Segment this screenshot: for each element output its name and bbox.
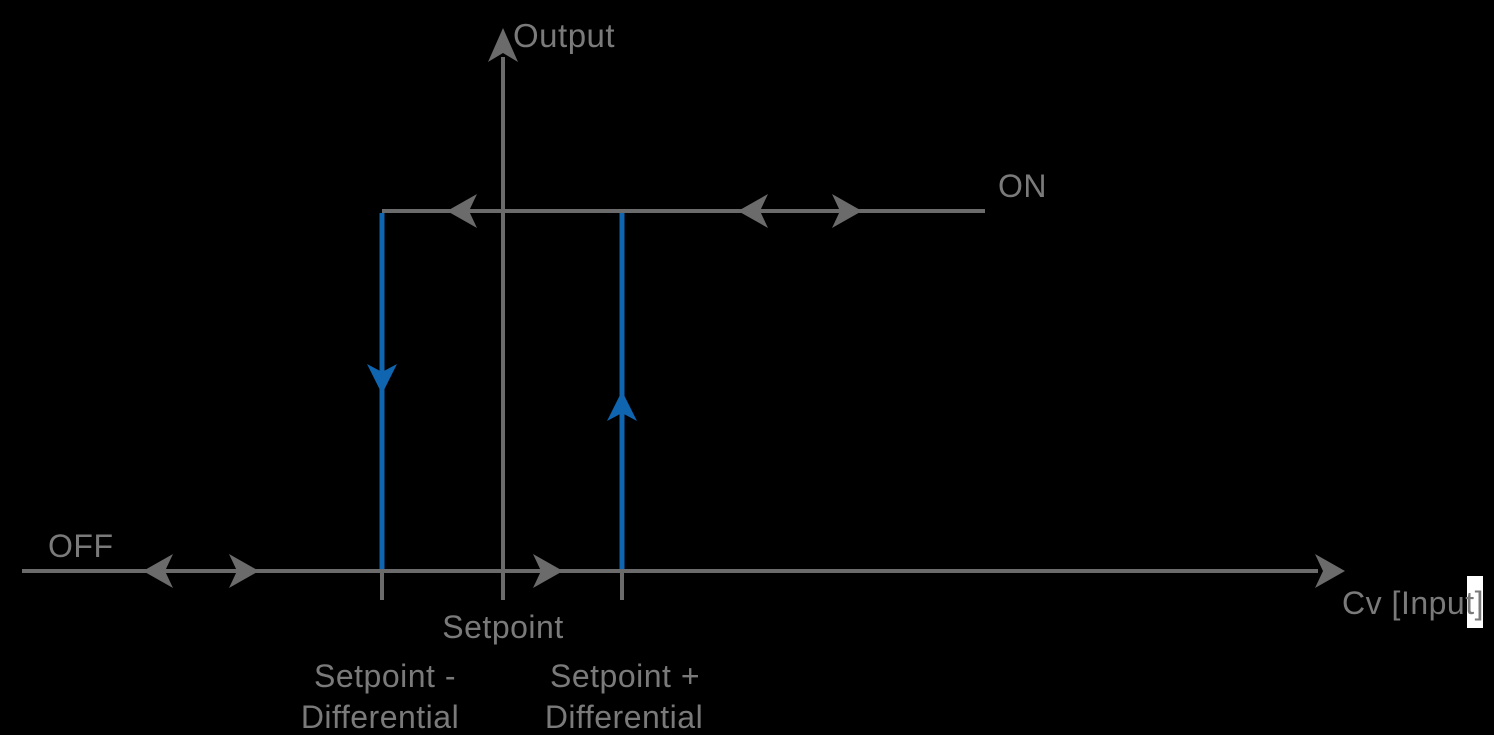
on-state-label: ON <box>998 168 1047 204</box>
text-cursor <box>1467 576 1483 628</box>
off-state-label: OFF <box>48 528 113 564</box>
axis-mid-arrowhead-right-icon <box>533 554 563 588</box>
setpoint-minus-label-line2: Differential <box>301 699 459 735</box>
output-axis-label: Output <box>513 17 615 54</box>
setpoint-label: Setpoint <box>442 609 563 645</box>
input-axis-label: Cv [Input] <box>1342 585 1484 621</box>
on-line-arrowhead-left2-icon <box>738 194 768 228</box>
setpoint-minus-label-line1: Setpoint - <box>314 658 456 694</box>
on-line-arrowhead-right-icon <box>832 194 862 228</box>
output-axis-arrowhead-up-icon <box>488 28 518 62</box>
setpoint-plus-label-line2: Differential <box>545 699 703 735</box>
transition-rising-arrowhead-up-icon <box>607 391 637 421</box>
transition-falling-arrowhead-down-icon <box>367 364 397 394</box>
input-axis-arrowhead-right-icon <box>1315 554 1345 588</box>
setpoint-plus-label-line1: Setpoint + <box>550 658 700 694</box>
off-line-arrowhead-right-icon <box>229 554 259 588</box>
on-line-arrowhead-left-icon <box>447 194 477 228</box>
off-line-arrowhead-left-icon <box>143 554 173 588</box>
